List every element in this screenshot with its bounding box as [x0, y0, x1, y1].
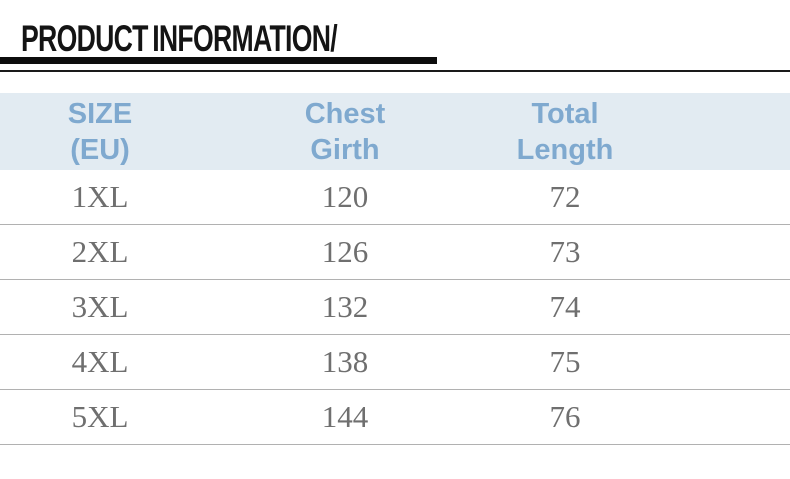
cell-total-length: 74 — [490, 279, 640, 335]
cell-size: 2XL — [0, 224, 200, 280]
col-header-chest-girth: Chest Girth — [200, 93, 490, 170]
section-title-block: PRODUCT INFORMATION/ — [0, 0, 790, 72]
cell-total-length: 72 — [490, 170, 640, 225]
cell-total-length: 73 — [490, 224, 640, 280]
cell-total-length: 76 — [490, 389, 640, 445]
table-row-3xl: 3XL 132 74 — [0, 279, 790, 335]
col-header-total-length-line2: Length — [516, 133, 614, 166]
cell-spacer — [640, 170, 790, 225]
cell-total-length: 75 — [490, 334, 640, 390]
table-row-4xl: 4XL 138 75 — [0, 334, 790, 390]
size-chart-body: 1XL 120 72 2XL 126 73 3XL 132 74 4XL 138… — [0, 170, 790, 445]
cell-size: 5XL — [0, 389, 200, 445]
table-row-1xl: 1XL 120 72 — [0, 170, 790, 225]
size-chart-table: SIZE (EU) Chest Girth Total Length 1XL 1… — [0, 93, 790, 445]
col-header-size-line2: (EU) — [70, 133, 130, 166]
col-header-chest-girth-line2: Girth — [310, 133, 380, 166]
cell-spacer — [640, 334, 790, 390]
cell-size: 1XL — [0, 170, 200, 225]
page-title: PRODUCT INFORMATION/ — [21, 18, 338, 59]
col-header-size: SIZE (EU) — [0, 93, 200, 170]
table-row-5xl: 5XL 144 76 — [0, 389, 790, 445]
title-underline-thin — [0, 70, 790, 72]
col-header-chest-girth-line1: Chest — [304, 97, 386, 130]
cell-chest-girth: 132 — [200, 279, 490, 335]
title-underline-thick — [0, 57, 437, 64]
cell-chest-girth: 144 — [200, 389, 490, 445]
cell-chest-girth: 120 — [200, 170, 490, 225]
col-header-spacer — [640, 93, 790, 170]
col-header-total-length-line1: Total — [531, 97, 599, 130]
cell-spacer — [640, 224, 790, 280]
col-header-size-line1: SIZE — [67, 97, 133, 130]
cell-size: 4XL — [0, 334, 200, 390]
col-header-total-length: Total Length — [490, 93, 640, 170]
table-row-2xl: 2XL 126 73 — [0, 224, 790, 280]
cell-size: 3XL — [0, 279, 200, 335]
header-row: SIZE (EU) Chest Girth Total Length — [0, 93, 790, 170]
cell-spacer — [640, 279, 790, 335]
cell-chest-girth: 138 — [200, 334, 490, 390]
cell-spacer — [640, 389, 790, 445]
size-chart-header: SIZE (EU) Chest Girth Total Length — [0, 93, 790, 170]
cell-chest-girth: 126 — [200, 224, 490, 280]
